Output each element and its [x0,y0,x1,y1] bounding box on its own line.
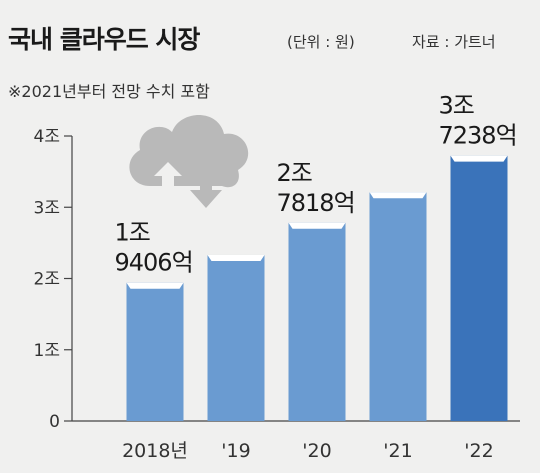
data-label: 1조 [115,219,150,247]
bar [126,282,184,421]
y-tick-label: 4조 [34,127,60,147]
chart-title: 국내 클라우드 시장 [8,25,200,54]
bar [369,192,427,421]
y-axis: 0 1조 2조 3조 4조 [34,127,520,432]
x-tick-label: '19 [221,440,250,462]
bar-series [126,155,508,421]
y-tick-label: 3조 [34,198,60,218]
cloud-upload-download-icon [129,115,249,208]
data-label: 2조 [277,159,312,187]
data-label: 9406억 [115,249,193,277]
data-label: 3조 [439,92,474,120]
data-label: 7238억 [439,122,517,150]
bar-top-highlight [126,282,184,289]
bar-top-highlight [450,155,508,162]
bar [207,254,265,421]
x-tick-label: 2018년 [122,440,188,462]
forecast-note: ※2021년부터 전망 수치 포함 [8,82,210,101]
x-tick-label: '21 [383,440,412,462]
x-axis: 2018년 '19 '20 '21 '22 [122,440,494,462]
bar [288,222,346,421]
data-label: 7818억 [277,189,355,217]
bar-top-highlight [369,192,427,199]
unit-label: (단위 : 원) [287,33,355,51]
y-tick-label: 0 [49,412,60,432]
y-tick-label: 2조 [34,270,60,290]
x-tick-label: '20 [302,440,331,462]
bar [450,155,508,421]
source-label: 자료 : 가트너 [412,33,496,51]
bar-top-highlight [207,254,265,261]
y-tick-label: 1조 [34,341,60,361]
bar-top-highlight [288,222,346,229]
x-tick-label: '22 [464,440,493,462]
